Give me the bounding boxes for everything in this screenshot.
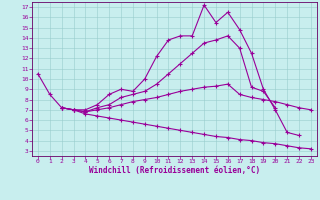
X-axis label: Windchill (Refroidissement éolien,°C): Windchill (Refroidissement éolien,°C)	[89, 166, 260, 175]
